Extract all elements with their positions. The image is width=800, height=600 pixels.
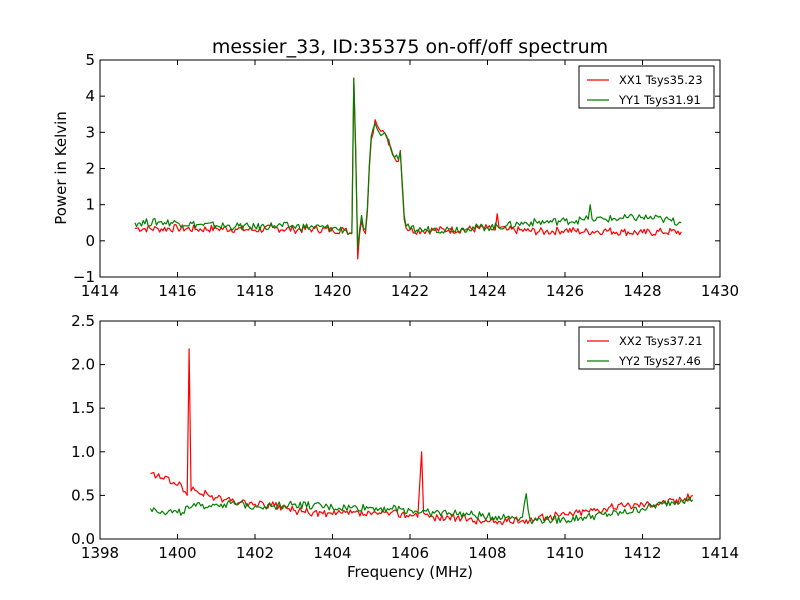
figure-title: messier_33, ID:35375 on-off/off spectrum — [212, 36, 608, 58]
top-x-tick-label: 1422 — [391, 282, 429, 300]
bottom-spectrum-plot: 1398 1400 1402 1404 1406 1408 1410 1412 1414 0.0 0… — [71, 312, 739, 562]
top-y-tick-label: 5 — [85, 51, 95, 69]
bottom-x-tick-label: 1408 — [468, 544, 506, 562]
bottom-series-line-2 — [149, 493, 694, 525]
top-x-tick-label: 1418 — [236, 282, 274, 300]
x-axis-label: Frequency (MHz) — [347, 563, 473, 581]
top-legend-label: XX1 Tsys35.23 — [619, 73, 703, 87]
top-x-tick-label: 1430 — [701, 282, 739, 300]
bottom-x-tick-label: 1404 — [313, 544, 351, 562]
bottom-y-tick-label: 1.0 — [71, 443, 95, 461]
bottom-series-line-1 — [150, 348, 694, 526]
bottom-y-tick-label: 2.0 — [71, 356, 95, 374]
top-spectrum-plot: 1414 1416 1418 1420 1422 1424 1426 1428 1430 −1 0 1… — [73, 51, 739, 300]
bottom-x-tick-label: 1402 — [236, 544, 274, 562]
top-y-tick-label: 1 — [85, 196, 95, 214]
top-series-line-2 — [134, 77, 682, 249]
bottom-legend: XX2 Tsys37.21 YY2 Tsys27.46 — [578, 326, 715, 370]
top-legend: XX1 Tsys35.23 YY1 Tsys31.91 — [578, 65, 715, 109]
top-x-tick-label: 1428 — [623, 282, 661, 300]
bottom-y-tick-label: 0.0 — [71, 530, 95, 548]
top-x-tick-label: 1414 — [81, 282, 119, 300]
top-y-tick-label: 0 — [85, 232, 95, 250]
bottom-x-tick-label: 1410 — [546, 544, 584, 562]
y-axis-label: Power in Kelvin — [52, 111, 70, 225]
bottom-x-tick-label: 1400 — [158, 544, 196, 562]
bottom-x-tick-label: 1398 — [81, 544, 119, 562]
bottom-y-tick-label: 1.5 — [71, 399, 95, 417]
top-x-tick-label: 1416 — [158, 282, 196, 300]
top-y-tick-label: −1 — [73, 268, 95, 286]
top-y-tick-label: 3 — [85, 123, 95, 141]
bottom-x-tick-label: 1406 — [391, 544, 429, 562]
top-x-tick-label: 1424 — [468, 282, 506, 300]
top-x-tick-label: 1426 — [546, 282, 584, 300]
bottom-legend-label: XX2 Tsys37.21 — [619, 334, 703, 348]
top-legend-label: YY1 Tsys31.91 — [618, 93, 701, 107]
bottom-x-tick-label: 1414 — [701, 544, 739, 562]
bottom-y-tick-label: 0.5 — [71, 486, 95, 504]
bottom-legend-label: YY2 Tsys27.46 — [618, 354, 701, 368]
top-x-tick-label: 1420 — [313, 282, 351, 300]
top-y-tick-label: 4 — [85, 87, 95, 105]
bottom-y-tick-label: 2.5 — [71, 312, 95, 330]
bottom-x-tick-label: 1412 — [623, 544, 661, 562]
top-series-line-1 — [134, 77, 682, 260]
top-y-tick-label: 2 — [85, 160, 95, 178]
